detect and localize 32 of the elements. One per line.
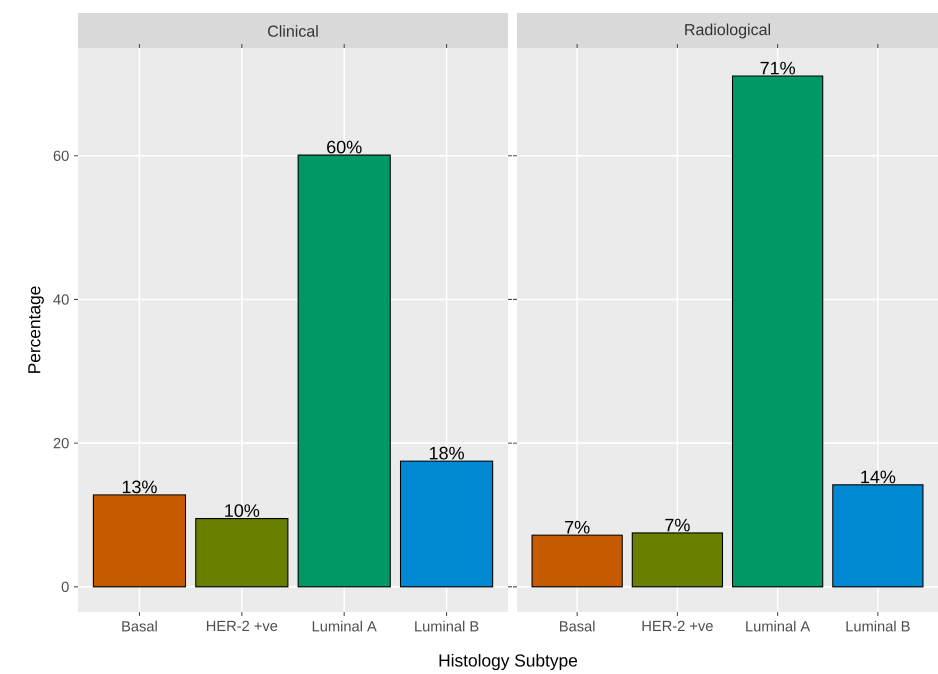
x-tick-label: HER-2 +ve (206, 620, 278, 632)
data-label: 60% (327, 140, 362, 154)
chart-title: Radiological (685, 24, 770, 38)
data-label: 14% (861, 470, 896, 484)
data-label: 18% (430, 446, 464, 460)
x-tick-label: Luminal B (415, 620, 478, 632)
x-tick-label: Luminal A (312, 620, 377, 632)
data-label: 7% (665, 518, 690, 532)
x-tick-label: Basal (560, 620, 595, 632)
x-axis-title: Histology Subtype (440, 654, 578, 670)
bar (732, 75, 824, 588)
y-tick-label: 0 (62, 582, 69, 592)
bar (532, 534, 623, 588)
x-tick-label: Luminal B (846, 620, 910, 632)
bar (632, 532, 724, 588)
bar (400, 460, 494, 588)
data-label: 10% (225, 504, 260, 517)
bar (298, 154, 391, 588)
chart-title: Clinical (268, 25, 318, 37)
bar (195, 518, 288, 588)
data-label: 71% (760, 62, 795, 74)
y-axis-title: Percentage (28, 286, 44, 373)
x-tick-label: Luminal A (746, 620, 810, 632)
data-label: 13% (122, 480, 157, 494)
y-tick-label: 60 (54, 150, 69, 161)
data-label: 7% (565, 520, 590, 534)
bar (832, 484, 924, 588)
bar (92, 494, 186, 588)
y-tick-label: 20 (54, 438, 69, 448)
x-tick-label: Basal (122, 620, 157, 632)
x-tick-label: HER-2 +ve (642, 620, 713, 632)
y-tick-label: 40 (53, 294, 69, 305)
